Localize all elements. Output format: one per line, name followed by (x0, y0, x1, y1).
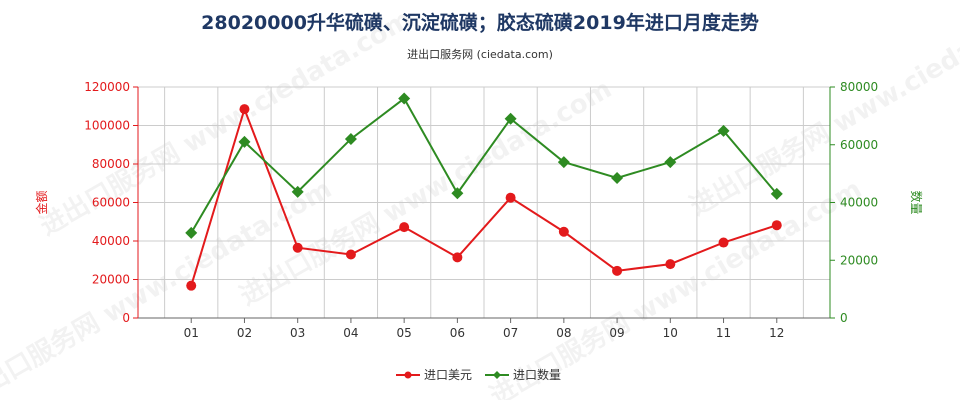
data-point-circle (771, 220, 782, 231)
legend-label: 进口数量 (513, 367, 561, 382)
axes: 0 20000 40000 60000 80000 100000 120000 0 20000 4… (34, 80, 924, 340)
x-tick-label: 08 (556, 326, 571, 340)
data-point-circle (665, 259, 676, 270)
y-left-tick-label: 120000 (84, 80, 130, 94)
y-right-axis-title: 数量 (909, 190, 924, 214)
watermark-text: 进出口服务网 www.ciedata.com (685, 0, 960, 222)
y-left-tick-label: 100000 (84, 119, 130, 133)
y-left-tick-label: 0 (122, 311, 130, 325)
data-point-diamond (717, 124, 730, 137)
y-left-tick-label: 60000 (92, 196, 130, 210)
data-point-diamond (398, 92, 411, 105)
data-point-circle (718, 237, 729, 248)
data-point-diamond (291, 185, 304, 198)
x-tick-label: 11 (716, 326, 731, 340)
y-right-tick-label: 40000 (840, 196, 878, 210)
chart-subtitle: 进出口服务网 (ciedata.com) (407, 48, 553, 61)
legend-swatch-marker (493, 371, 501, 379)
y-left-tick-label: 20000 (92, 273, 130, 287)
series-line-left (190, 106, 778, 286)
data-point-circle (239, 104, 250, 115)
data-point-diamond (344, 132, 357, 145)
data-point-diamond (504, 112, 517, 125)
data-point-circle (612, 265, 623, 276)
data-point-diamond (611, 171, 624, 184)
x-tick-label: 09 (609, 326, 624, 340)
legend: 进口美元 进口数量 (396, 367, 561, 382)
data-point-diamond (238, 135, 251, 148)
series-layer (185, 92, 783, 291)
x-tick-label: 04 (343, 326, 358, 340)
x-tick-label: 03 (290, 326, 305, 340)
legend-swatch-marker (404, 371, 412, 379)
data-point-diamond (557, 156, 570, 169)
data-point-diamond (664, 156, 677, 169)
data-point-diamond (185, 226, 198, 239)
x-tick-label: 02 (237, 326, 252, 340)
data-point-circle (345, 249, 356, 260)
x-tick-label: 06 (450, 326, 465, 340)
watermark-text: 进出口服务网 www.ciedata.com (485, 174, 867, 400)
series-line-right (190, 97, 778, 234)
y-left-tick-label: 80000 (92, 157, 130, 171)
x-tick-label: 10 (663, 326, 678, 340)
y-right-tick-label: 60000 (840, 138, 878, 152)
data-point-circle (292, 242, 303, 253)
y-left-axis-title: 金额 (34, 190, 49, 214)
y-left-tick-label: 40000 (92, 234, 130, 248)
legend-label: 进口美元 (424, 368, 472, 382)
data-point-circle (186, 280, 197, 291)
data-point-circle (399, 222, 410, 233)
x-tick-label: 05 (397, 326, 412, 340)
data-point-circle (505, 192, 516, 203)
x-tick-label: 12 (769, 326, 784, 340)
x-tick-label: 07 (503, 326, 518, 340)
data-point-diamond (770, 187, 783, 200)
data-point-circle (452, 252, 463, 263)
data-point-diamond (451, 187, 464, 200)
data-point-circle (558, 226, 569, 237)
y-right-tick-label: 20000 (840, 253, 878, 267)
y-right-tick-label: 0 (840, 311, 848, 325)
y-right-tick-label: 80000 (840, 80, 878, 94)
x-tick-label: 01 (184, 326, 199, 340)
chart-title: 28020000升华硫磺、沉淀硫磺；胶态硫磺2019年进口月度走势 (201, 12, 759, 34)
